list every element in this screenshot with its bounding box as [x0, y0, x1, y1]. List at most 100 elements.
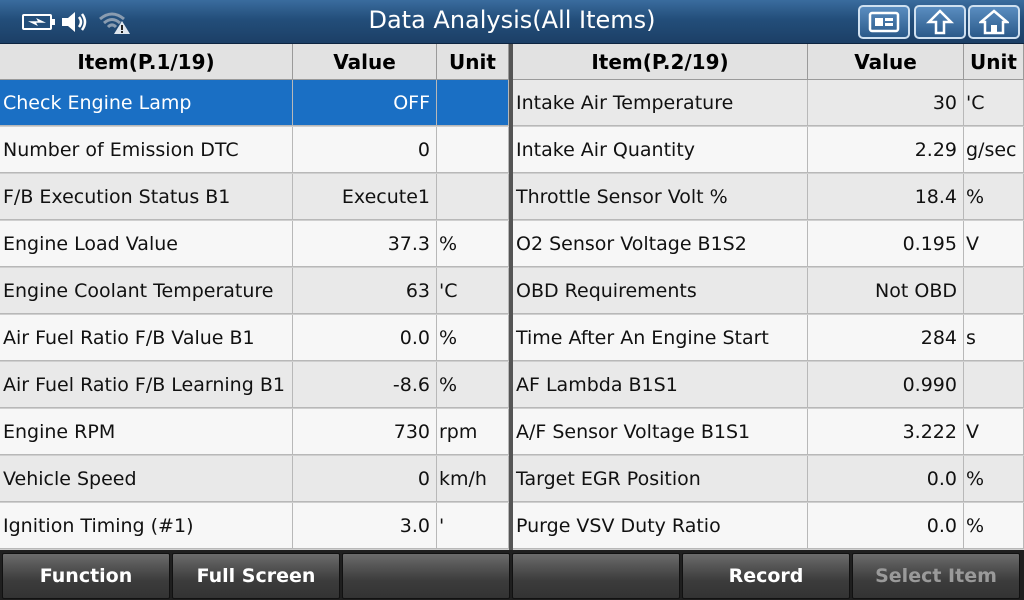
row-item-name: Air Fuel Ratio F/B Learning B1 — [0, 362, 293, 408]
row-value: Execute1 — [293, 174, 437, 220]
table-row[interactable]: F/B Execution Status B1 Execute1 — [0, 174, 509, 221]
record-button[interactable]: Record — [682, 553, 850, 599]
row-unit: km/h — [437, 456, 509, 502]
row-unit: s — [964, 315, 1024, 361]
row-value: Not OBD — [808, 268, 964, 314]
row-item-name: F/B Execution Status B1 — [0, 174, 293, 220]
header-item: Item(P.1/19) — [0, 44, 293, 80]
row-value: 284 — [808, 315, 964, 361]
header-item: Item(P.2/19) — [513, 44, 808, 80]
row-item-name: AF Lambda B1S1 — [513, 362, 808, 408]
home-icon — [979, 9, 1009, 35]
wifi-warning-icon — [99, 12, 130, 34]
table-row[interactable]: Air Fuel Ratio F/B Value B1 0.0% — [0, 315, 509, 362]
function-button[interactable]: Function — [2, 553, 170, 599]
row-unit: % — [437, 221, 509, 267]
row-item-name: Engine RPM — [0, 409, 293, 455]
table-row[interactable]: OBD Requirements Not OBD — [513, 268, 1024, 315]
row-unit: 'C — [964, 80, 1024, 126]
row-value: 0 — [293, 456, 437, 502]
row-value: 3.0 — [293, 503, 437, 549]
table-row[interactable]: O2 Sensor Voltage B1S2 0.195 V — [513, 221, 1024, 268]
row-unit: rpm — [437, 409, 509, 455]
row-value: 0.0 — [808, 503, 964, 549]
table-row[interactable]: AF Lambda B1S1 0.990 — [513, 362, 1024, 409]
back-button[interactable] — [914, 5, 966, 39]
right-data-table: Item(P.2/19) Value Unit Intake Air Tempe… — [513, 44, 1024, 550]
row-unit: V — [964, 221, 1024, 267]
row-value: 2.29 — [808, 127, 964, 173]
row-value: 3.222 — [808, 409, 964, 455]
row-unit — [964, 268, 1024, 314]
home-button[interactable] — [968, 5, 1020, 39]
row-unit — [437, 80, 509, 126]
row-value: OFF — [293, 80, 437, 126]
table-row[interactable]: Ignition Timing (#1) 3.0 ' — [0, 503, 509, 550]
row-item-name: Time After An Engine Start — [513, 315, 808, 361]
table-row[interactable]: Engine Coolant Temperature 63 'C — [0, 268, 509, 315]
table-row[interactable]: Intake Air Quantity 2.29 g/sec — [513, 127, 1024, 174]
screenshot-icon — [868, 11, 900, 33]
row-value: 18.4 — [808, 174, 964, 220]
header-unit: Unit — [964, 44, 1024, 80]
row-item-name: Ignition Timing (#1) — [0, 503, 293, 549]
empty-button-1[interactable] — [342, 553, 510, 599]
table-row[interactable]: Engine RPM 730 rpm — [0, 409, 509, 456]
screenshot-button[interactable] — [858, 5, 910, 39]
row-unit: % — [964, 456, 1024, 502]
back-arrow-icon — [925, 9, 955, 35]
row-item-name: Check Engine Lamp — [0, 80, 293, 126]
row-item-name: Intake Air Quantity — [513, 127, 808, 173]
row-item-name: Vehicle Speed — [0, 456, 293, 502]
header-unit: Unit — [437, 44, 509, 80]
row-item-name: Throttle Sensor Volt % — [513, 174, 808, 220]
table-row[interactable]: Time After An Engine Start 284 s — [513, 315, 1024, 362]
row-value: 37.3 — [293, 221, 437, 267]
row-unit: % — [437, 315, 509, 361]
select-item-button[interactable]: Select Item — [852, 553, 1020, 599]
row-unit: % — [437, 362, 509, 408]
row-unit: V — [964, 409, 1024, 455]
full-screen-button[interactable]: Full Screen — [172, 553, 340, 599]
row-item-name: Air Fuel Ratio F/B Value B1 — [0, 315, 293, 361]
bottom-toolbar: Function Full Screen Record Select Item — [0, 550, 1024, 600]
table-row[interactable]: A/F Sensor Voltage B1S1 3.222 V — [513, 409, 1024, 456]
row-value: 0 — [293, 127, 437, 173]
row-item-name: Number of Emission DTC — [0, 127, 293, 173]
title-bar: Data Analysis(All Items) — [0, 0, 1024, 44]
left-data-table: Item(P.1/19) Value Unit Check Engine Lam… — [0, 44, 509, 550]
row-value: -8.6 — [293, 362, 437, 408]
row-item-name: Engine Load Value — [0, 221, 293, 267]
table-row[interactable]: Check Engine Lamp OFF — [0, 80, 509, 127]
row-item-name: OBD Requirements — [513, 268, 808, 314]
row-item-name: Target EGR Position — [513, 456, 808, 502]
row-unit — [437, 174, 509, 220]
table-row[interactable]: Number of Emission DTC 0 — [0, 127, 509, 174]
row-value: 30 — [808, 80, 964, 126]
row-item-name: A/F Sensor Voltage B1S1 — [513, 409, 808, 455]
table-row[interactable]: Target EGR Position 0.0% — [513, 456, 1024, 503]
table-row[interactable]: Engine Load Value 37.3% — [0, 221, 509, 268]
row-unit: 'C — [437, 268, 509, 314]
row-unit — [964, 362, 1024, 408]
row-unit: % — [964, 174, 1024, 220]
row-unit: g/sec — [964, 127, 1024, 173]
table-row[interactable]: Purge VSV Duty Ratio 0.0% — [513, 503, 1024, 550]
row-value: 63 — [293, 268, 437, 314]
row-item-name: Engine Coolant Temperature — [0, 268, 293, 314]
row-value: 0.0 — [808, 456, 964, 502]
header-value: Value — [293, 44, 437, 80]
table-row[interactable]: Vehicle Speed 0 km/h — [0, 456, 509, 503]
row-unit: % — [964, 503, 1024, 549]
row-value: 0.195 — [808, 221, 964, 267]
table-row[interactable]: Throttle Sensor Volt % 18.4% — [513, 174, 1024, 221]
table-row[interactable]: Intake Air Temperature 30 'C — [513, 80, 1024, 127]
row-value: 0.0 — [293, 315, 437, 361]
row-item-name: Purge VSV Duty Ratio — [513, 503, 808, 549]
header-value: Value — [808, 44, 964, 80]
table-row[interactable]: Air Fuel Ratio F/B Learning B1 -8.6% — [0, 362, 509, 409]
row-item-name: O2 Sensor Voltage B1S2 — [513, 221, 808, 267]
battery-icon — [22, 14, 55, 30]
empty-button-2[interactable] — [512, 553, 680, 599]
row-value: 730 — [293, 409, 437, 455]
